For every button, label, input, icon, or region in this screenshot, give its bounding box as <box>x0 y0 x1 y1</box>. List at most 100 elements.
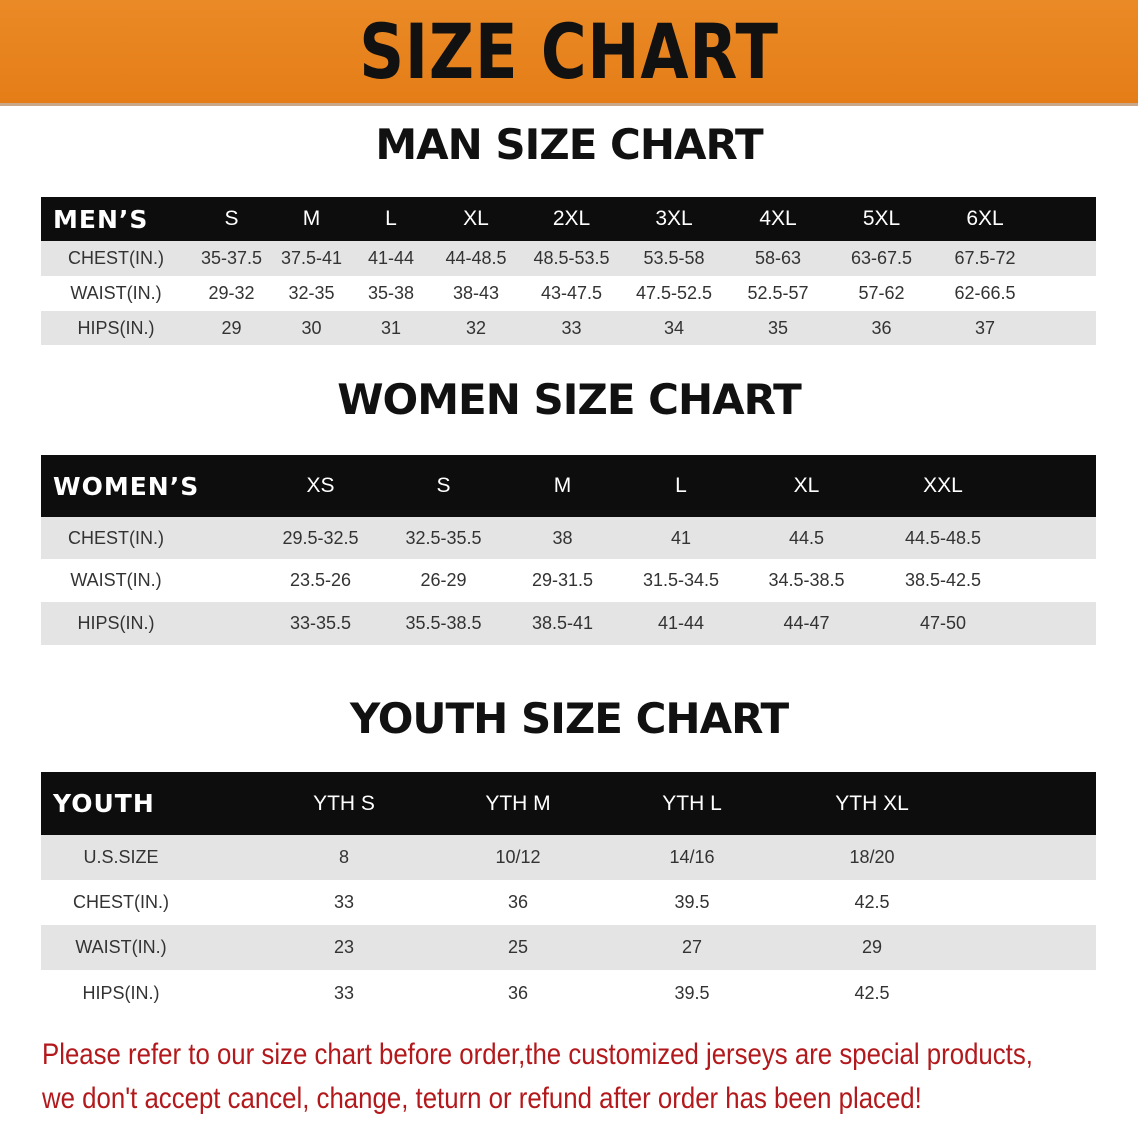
table-row: HIPS(IN.) 33-35.5 35.5-38.5 38.5-41 41-44 44-… <box>41 602 1096 645</box>
size-header-cell: S <box>436 474 451 497</box>
measurement-cell: 23 <box>333 937 355 957</box>
table-row: CHEST(IN.) 33 36 39.5 42.5 <box>41 880 1096 925</box>
row-label: U.S.SIZE <box>83 847 159 867</box>
measurement-cell: 26-29 <box>420 570 467 590</box>
measurement-cell: 29-31.5 <box>531 570 594 590</box>
measurement-cell: 36 <box>871 317 892 338</box>
measurement-cell: 14/16 <box>669 847 715 867</box>
measurement-cell: 33 <box>561 317 582 338</box>
measurement-cell: 29 <box>221 317 242 338</box>
measurement-cell: 42.5 <box>854 982 890 1003</box>
measurement-cell: 32 <box>465 317 487 338</box>
measurement-cell: 43-47.5 <box>540 283 603 303</box>
size-header-cell: YTH M <box>485 791 551 815</box>
measurement-cell: 37 <box>974 317 996 338</box>
size-header-cell: L <box>675 474 687 497</box>
measurement-cell: 41-44 <box>367 248 415 268</box>
row-label: WAIST(IN.) <box>75 937 167 957</box>
row-label: WAIST(IN.) <box>70 283 162 303</box>
measurement-cell: 44.5 <box>788 527 825 548</box>
table-header-row: MEN’S S M L XL 2XL 3XL 4XL 5XL 6XL <box>41 197 1096 241</box>
measurement-cell: 44-47 <box>783 613 830 633</box>
size-header-cell: 6XL <box>966 207 1004 230</box>
table-header-row: WOMEN’S XS S M L XL XXL <box>41 455 1096 517</box>
measurement-cell: 34 <box>663 317 685 338</box>
table-row: WAIST(IN.) 29-32 32-35 35-38 38-43 43-47.5 47.… <box>41 276 1096 311</box>
measurement-cell: 33 <box>333 892 355 912</box>
men-size-table: MEN’S S M L XL 2XL 3XL 4XL 5XL 6XL CHEST(IN.) 35-37… <box>41 197 1096 345</box>
measurement-cell: 52.5-57 <box>747 283 809 303</box>
table-title-cell: WOMEN’S <box>53 471 200 501</box>
size-header-cell: XL <box>793 474 820 497</box>
measurement-cell: 32.5-35.5 <box>405 527 482 548</box>
measurement-cell: 41 <box>670 527 692 548</box>
measurement-cell: 29.5-32.5 <box>282 527 359 548</box>
measurement-cell: 31.5-34.5 <box>642 570 720 590</box>
measurement-cell: 36 <box>507 892 529 912</box>
measurement-cell: 57-62 <box>858 283 905 303</box>
measurement-cell: 47-50 <box>919 613 967 633</box>
measurement-cell: 34.5-38.5 <box>768 570 845 590</box>
row-label: CHEST(IN.) <box>68 248 164 268</box>
table-row: WAIST(IN.) 23.5-26 26-29 29-31.5 31.5-34.5 34… <box>41 559 1096 602</box>
measurement-cell: 32-35 <box>288 283 335 303</box>
table-row: HIPS(IN.) 33 36 39.5 42.5 <box>41 970 1096 1016</box>
measurement-cell: 38 <box>552 527 573 548</box>
measurement-cell: 67.5-72 <box>954 248 1016 268</box>
measurement-cell: 30 <box>301 317 322 338</box>
measurement-cell: 53.5-58 <box>643 248 705 268</box>
size-header-cell: YTH L <box>662 791 722 815</box>
row-label: CHEST(IN.) <box>68 527 164 548</box>
measurement-cell: 36 <box>507 982 529 1003</box>
youth-section-title: YOUTH SIZE CHART <box>349 694 789 743</box>
size-header-cell: 4XL <box>759 207 797 230</box>
measurement-cell: 23.5-26 <box>289 570 352 590</box>
measurement-cell: 42.5 <box>854 892 890 912</box>
measurement-cell: 47.5-52.5 <box>635 283 713 303</box>
size-header-cell: L <box>385 207 397 230</box>
banner-title: SIZE CHART <box>359 7 779 96</box>
measurement-cell: 44-48.5 <box>445 248 507 268</box>
measurement-cell: 29 <box>861 937 883 957</box>
measurement-cell: 44.5-48.5 <box>904 527 982 548</box>
size-header-cell: 5XL <box>862 207 901 230</box>
table-row: WAIST(IN.) 23 25 27 29 <box>41 925 1096 970</box>
measurement-cell: 38.5-41 <box>531 613 594 633</box>
measurement-cell: 31 <box>380 317 402 338</box>
table-row: CHEST(IN.) 35-37.5 37.5-41 41-44 44-48.5 48.5… <box>41 241 1096 276</box>
youth-size-table: YOUTH YTH S YTH M YTH L YTH XL U.S.SIZE 8 10/12… <box>41 772 1096 1016</box>
measurement-cell: 58-63 <box>754 248 802 268</box>
size-header-cell: M <box>553 474 572 497</box>
measurement-cell: 63-67.5 <box>850 248 913 268</box>
size-header-cell: M <box>302 207 321 230</box>
row-label: HIPS(IN.) <box>77 613 155 633</box>
measurement-cell: 62-66.5 <box>954 283 1016 303</box>
size-header-cell: 2XL <box>552 207 591 230</box>
row-label: HIPS(IN.) <box>82 982 160 1003</box>
policy-note-line-2: we don't accept cancel, change, teturn o… <box>42 1082 922 1115</box>
size-header-cell: 3XL <box>655 207 693 230</box>
size-header-cell: YTH XL <box>835 791 909 815</box>
measurement-cell: 33 <box>333 982 355 1003</box>
measurement-cell: 37.5-41 <box>280 248 343 268</box>
size-header-cell: XXL <box>923 474 963 497</box>
measurement-cell: 35-38 <box>367 283 415 303</box>
size-header-cell: YTH S <box>313 791 375 815</box>
table-title-cell: YOUTH <box>53 789 155 818</box>
row-label: CHEST(IN.) <box>73 892 169 912</box>
measurement-cell: 25 <box>507 937 529 957</box>
banner: SIZE CHART <box>0 0 1138 106</box>
table-row: CHEST(IN.) 29.5-32.5 32.5-35.5 38 41 44.5 44.5… <box>41 517 1096 559</box>
size-header-cell: XS <box>306 474 335 497</box>
measurement-cell: 33-35.5 <box>289 613 352 633</box>
measurement-cell: 41-44 <box>657 613 705 633</box>
men-section-title: MAN SIZE CHART <box>375 120 763 169</box>
measurement-cell: 38.5-42.5 <box>904 570 982 590</box>
measurement-cell: 48.5-53.5 <box>533 248 610 268</box>
table-row: U.S.SIZE 8 10/12 14/16 18/20 <box>41 835 1096 880</box>
row-label: WAIST(IN.) <box>70 570 162 590</box>
women-size-table: WOMEN’S XS S M L XL XXL CHEST(IN.) 29.5-32.5 32.5… <box>41 455 1096 645</box>
measurement-cell: 18/20 <box>849 847 895 867</box>
measurement-cell: 39.5 <box>674 982 710 1003</box>
row-label: HIPS(IN.) <box>77 317 155 338</box>
